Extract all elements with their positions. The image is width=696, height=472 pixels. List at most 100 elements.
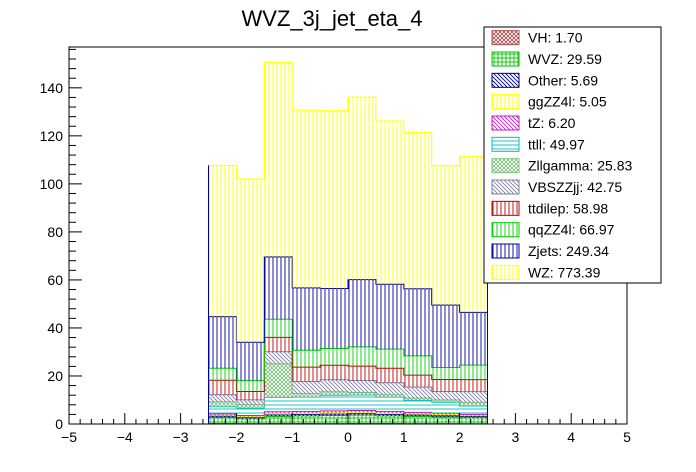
legend-entry-vbszzjj: VBSZZjj: 42.75	[491, 179, 622, 195]
axes: −5 −4 −3 −2 −1 0 1 2 3 4 5 0 20 40 60 80 100 120 140	[40, 46, 631, 445]
legend-entry-ttll: ttll: 49.97	[491, 136, 585, 152]
bar-zllgamma-bin-2	[264, 363, 293, 398]
y-tick-label: 100	[40, 176, 64, 192]
legend-entry-ttdilep: ttdilep: 58.98	[491, 200, 608, 216]
bar-other-bin-8	[431, 415, 460, 417]
bar-ttdilep-bin-0	[208, 380, 237, 395]
bar-zjets-bin-6	[375, 284, 404, 350]
legend-label: WVZ: 29.59	[528, 51, 602, 67]
legend-entry-zjets: Zjets: 249.34	[491, 243, 609, 259]
bar-wvz-bin-3	[292, 415, 321, 424]
bar-ttdilep-bin-6	[375, 368, 404, 383]
legend-swatch	[491, 51, 520, 67]
legend-swatch	[491, 72, 520, 88]
bar-zllgamma-bin-1	[236, 404, 265, 409]
histogram-bars	[208, 61, 488, 425]
bar-ggzz4l-bin-7	[403, 413, 432, 415]
bar-qqzz4l-bin-3	[292, 350, 321, 368]
x-tick-label: −5	[61, 429, 77, 445]
bar-qqzz4l-bin-5	[348, 346, 376, 367]
x-tick-label: 2	[456, 429, 464, 445]
x-tick-label: 0	[344, 429, 352, 445]
series-zllgamma	[208, 363, 488, 409]
bar-wvz-bin-8	[431, 416, 460, 424]
bar-ttdilep-bin-4	[320, 365, 348, 380]
x-tick-label: 3	[512, 429, 520, 445]
bar-other-bin-4	[320, 414, 348, 416]
bar-zllgamma-bin-5	[348, 392, 376, 395]
bar-vbszzjj-bin-6	[375, 382, 404, 395]
bar-wvz-bin-4	[320, 415, 348, 424]
legend-label: qqZZ4l: 66.97	[528, 222, 615, 238]
bar-ttll-bin-2	[264, 397, 293, 412]
bar-ttdilep-bin-9	[459, 379, 488, 392]
bar-ggzz4l-bin-3	[292, 413, 321, 415]
bar-ttll-bin-1	[236, 408, 265, 416]
bar-vbszzjj-bin-7	[403, 387, 432, 398]
bar-other-bin-5	[348, 413, 376, 416]
bar-zllgamma-bin-6	[375, 394, 404, 398]
x-tick-label: −4	[117, 429, 133, 445]
bar-zllgamma-bin-4	[320, 391, 348, 396]
legend-label: tZ: 6.20	[528, 115, 576, 131]
x-tick-label: 1	[400, 429, 408, 445]
y-tick-label: 80	[47, 224, 63, 240]
bar-zjets-bin-4	[320, 288, 348, 349]
bar-ggzz4l-bin-5	[348, 412, 376, 414]
y-tick-label: 0	[55, 416, 63, 432]
legend-swatch	[491, 94, 520, 110]
bar-wz-bin-3	[292, 110, 321, 288]
legend-label: VH: 1.70	[528, 30, 583, 46]
legend-label: WZ: 773.39	[528, 264, 601, 280]
bar-vbszzjj-bin-8	[431, 391, 460, 400]
bar-qqzz4l-bin-2	[264, 319, 293, 338]
legend-swatch	[491, 243, 520, 259]
bar-ttdilep-bin-3	[292, 367, 321, 382]
legend-entry-wvz: WVZ: 29.59	[491, 51, 602, 67]
bar-zjets-bin-7	[403, 288, 432, 356]
bar-tz-bin-7	[403, 412, 432, 414]
bar-ttll-bin-6	[375, 397, 404, 412]
bar-qqzz4l-bin-6	[375, 349, 404, 369]
bar-wz-bin-2	[264, 62, 293, 257]
bar-ttll-bin-0	[208, 406, 237, 414]
bar-wz-bin-4	[320, 110, 348, 289]
bar-zllgamma-bin-9	[459, 402, 488, 406]
bar-ttdilep-bin-5	[348, 366, 376, 381]
x-tick-label: −1	[284, 429, 300, 445]
bar-ttdilep-bin-7	[403, 375, 432, 388]
y-tick-label: 60	[47, 272, 63, 288]
legend-box	[483, 26, 662, 284]
bar-zllgamma-bin-8	[431, 399, 460, 403]
x-tick-label: −2	[228, 429, 244, 445]
x-tick-label: 5	[623, 429, 631, 445]
bar-qqzz4l-bin-4	[320, 348, 348, 366]
bar-zjets-bin-1	[236, 342, 265, 381]
bar-wvz-bin-5	[348, 415, 376, 424]
bar-wz-bin-9	[459, 156, 488, 313]
bar-ttdilep-bin-2	[264, 337, 293, 352]
legend-label: ggZZ4l: 5.05	[528, 94, 607, 110]
legend-label: Other: 5.69	[528, 72, 598, 88]
bar-wvz-bin-1	[236, 418, 265, 424]
legend-label: ttdilep: 58.98	[528, 200, 608, 216]
bar-qqzz4l-bin-7	[403, 355, 432, 376]
bar-tz-bin-4	[320, 410, 348, 413]
bar-tz-bin-5	[348, 410, 376, 413]
bar-wz-bin-7	[403, 132, 432, 289]
bar-qqzz4l-bin-8	[431, 367, 460, 380]
bar-ttll-bin-8	[431, 402, 460, 414]
series-vbszzjj	[208, 351, 488, 405]
bar-zjets-bin-9	[459, 312, 488, 366]
bar-tz-bin-6	[375, 411, 404, 414]
legend-label: VBSZZjj: 42.75	[528, 179, 622, 195]
legend-entry-qqzz4l: qqZZ4l: 66.97	[491, 222, 615, 238]
legend-entry-wz: WZ: 773.39	[491, 264, 601, 280]
bar-ttll-bin-7	[403, 400, 432, 413]
bar-wz-bin-5	[348, 97, 376, 280]
bar-qqzz4l-bin-9	[459, 365, 488, 380]
y-tick-label: 20	[47, 368, 63, 384]
legend-label: Zjets: 249.34	[528, 243, 609, 259]
bar-tz-bin-9	[459, 414, 488, 416]
